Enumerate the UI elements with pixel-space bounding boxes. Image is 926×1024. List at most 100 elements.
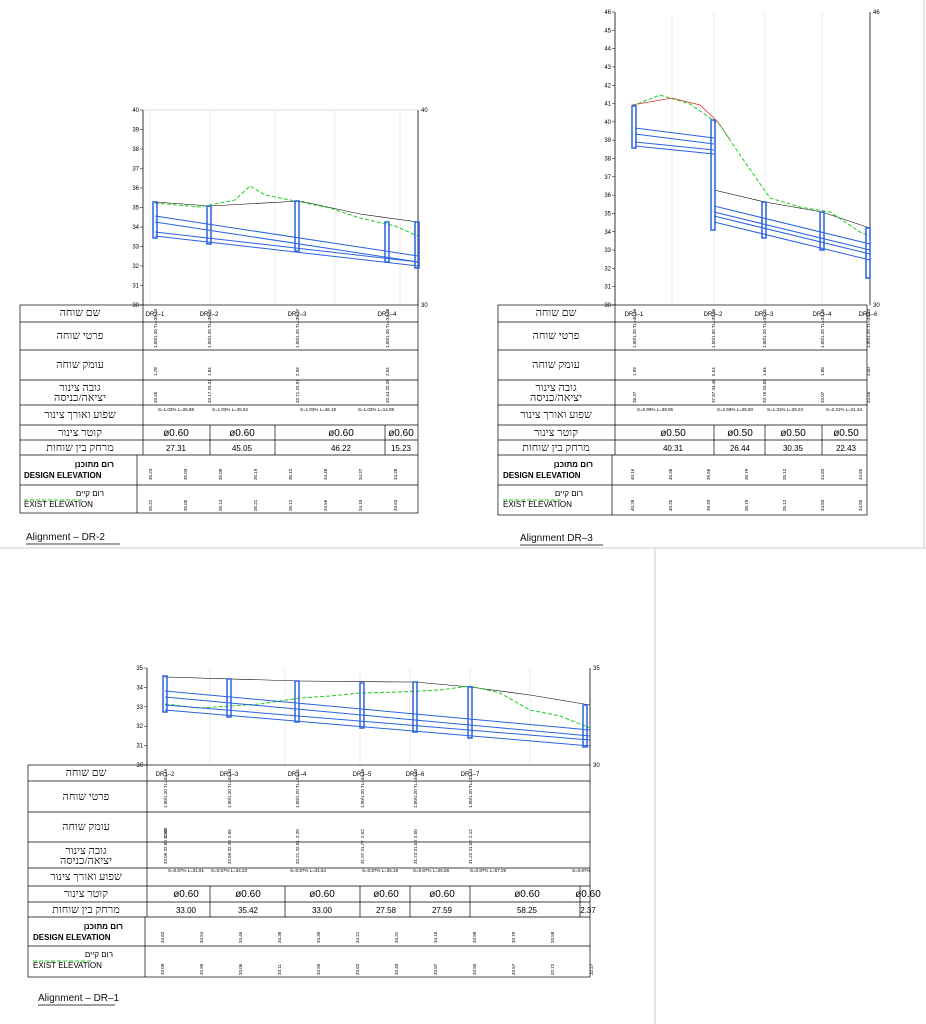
dr1-exist-ground bbox=[164, 685, 591, 729]
dr3-design-elevation: 40.38 bbox=[668, 468, 673, 480]
dr3-row-label: קוטר צינור bbox=[534, 427, 578, 439]
dr1-manhole-distance: 2.37 bbox=[580, 906, 596, 915]
dr1-pipe-slope: S=0.87% L=26.18 bbox=[362, 868, 399, 873]
dr2-manholes bbox=[152, 200, 420, 269]
dr2-design-elevation: 35.19 bbox=[253, 468, 258, 480]
dr3-row-label: פרטי שוחה bbox=[533, 330, 580, 342]
dr2-pipe-invert: 33.45 bbox=[153, 391, 158, 403]
dr2-axis-tick: 35 bbox=[132, 206, 139, 212]
dr2-manhole-name: DR2–3 bbox=[288, 312, 307, 318]
dr1-pipe-invert: 31.97 31.77 bbox=[360, 840, 365, 864]
dr3-manhole-distance: 22.43 bbox=[836, 444, 857, 453]
dr3-exist-elevation: 40.28 bbox=[630, 499, 635, 511]
dr1-manhole-detail: 1.00/1.20 TL=34.21 bbox=[295, 768, 300, 808]
dr2-manhole-name: DR2–4 bbox=[378, 312, 397, 318]
dr2-design-elevation: 35.23 bbox=[148, 468, 153, 480]
dr1-legend-exist-he: רום קיים bbox=[85, 950, 113, 959]
dr1-manhole-detail: 1.00/1.20 TL=34.49 bbox=[163, 768, 168, 808]
dr2-legend-design-en: DESIGN ELEVATION bbox=[24, 471, 102, 480]
dr2-manhole-detail: 1.00/1.20 TL=34.28 bbox=[385, 308, 390, 348]
dr2-legend-design-he: רום מתוכנן bbox=[75, 460, 114, 469]
dr2-exist-elevation: 34.56 bbox=[323, 499, 328, 511]
dr3-axis-tick: 46 bbox=[604, 10, 611, 16]
dr3-pipe-diameter: ø0.50 bbox=[727, 428, 753, 439]
dr3-design-elevation: 35.12 bbox=[782, 468, 787, 480]
dr3-pipe-slope: S=1.31% L=29.24 bbox=[767, 407, 804, 412]
dr3-axis-tick: 37 bbox=[604, 175, 611, 181]
dr3-design-elevation: 39.56 bbox=[706, 468, 711, 480]
dr3-row-label: מרחק בין שוחות bbox=[522, 442, 589, 454]
dr1-table bbox=[27, 764, 591, 978]
dr2-axis-right-label: 40 bbox=[421, 108, 428, 114]
dr3-manhole-depth: 1.64 bbox=[762, 367, 767, 376]
dr3-design-elevation: 34.83 bbox=[820, 468, 825, 480]
dr3-axis-tick: 31 bbox=[604, 285, 611, 291]
dr2-row-label: מרחק בין שוחות bbox=[46, 442, 113, 454]
dr1-pipe-slope: S=0.87% L=26.59 bbox=[413, 868, 450, 873]
dr3-axis-tick: 39 bbox=[604, 138, 611, 144]
dr3-exist-elevation: 39.49 bbox=[706, 499, 711, 511]
dr1-manhole-detail: 1.00/1.20 TL=34.03 bbox=[413, 768, 418, 808]
dr2-manhole-name: DR2–1 bbox=[146, 312, 165, 318]
dr2-manhole-detail: 1.00/1.20 TL=35.01 bbox=[207, 308, 212, 348]
dr2-axis-tick: 34 bbox=[132, 225, 139, 231]
dr3-pipe-slope: S=2.31% L=21.34 bbox=[826, 407, 863, 412]
dr3-manhole-depth: 2.50 bbox=[866, 367, 871, 376]
dr2-design-ground bbox=[154, 200, 419, 223]
dr1-pipe-invert: 32.21 32.01 bbox=[295, 840, 300, 864]
dr3-manhole-name: DR3–4 bbox=[813, 312, 832, 318]
dr2-pipe-diameter: ø0.60 bbox=[388, 428, 414, 439]
dr2-axis-right-label: 30 bbox=[421, 303, 428, 309]
dr2-manhole-depth: 1.78 bbox=[153, 367, 158, 376]
dr1-design-elevation: 33.70 bbox=[511, 931, 516, 943]
dr2-axis-tick: 32 bbox=[132, 264, 139, 270]
dr3-axis-tick: 44 bbox=[604, 47, 611, 53]
dr2-row-label: יציאה/כניסה bbox=[54, 392, 106, 404]
dr2-axis-tick: 33 bbox=[132, 245, 139, 251]
dr2-design-elevation: 35.12 bbox=[288, 468, 293, 480]
dr2-exist-elevation: 35.05 bbox=[183, 499, 188, 511]
dr3-exist-elevation: 34.83 bbox=[820, 499, 825, 511]
dr2-y-axis: 40 39 38 37 36 35 34 33 32 31 30 40 30 bbox=[132, 108, 428, 309]
profile-dr2: 40 39 38 37 36 35 34 33 32 31 30 40 30 bbox=[132, 108, 428, 309]
dr3-manhole-distance: 26.44 bbox=[730, 444, 751, 453]
dr2-exist-ground bbox=[154, 185, 419, 237]
dr3-pipe-diameter: ø0.50 bbox=[660, 428, 686, 439]
dr1-exist-elevation: 33.06 bbox=[238, 963, 243, 975]
dr2-exist-elevation: 34.10 bbox=[358, 499, 363, 511]
dr1-pipe-slope: S=0.87% L=31.81 bbox=[168, 868, 205, 873]
dr3-axis-tick: 41 bbox=[604, 102, 611, 108]
dr3-design-elevation: 40.16 bbox=[630, 468, 635, 480]
dr2-row-label: עומק שוחה bbox=[56, 359, 104, 371]
dr1-axis-tick: 33 bbox=[136, 705, 143, 711]
dr1-manhole-depth: 2.12 bbox=[468, 829, 473, 838]
dr3-pipe-invert: 38.37 bbox=[632, 391, 637, 403]
dr3-axis-tick: 32 bbox=[604, 266, 611, 272]
dr2-grid bbox=[149, 110, 401, 305]
dr2-manhole-distance: 45.05 bbox=[232, 444, 253, 453]
dr2-design-elevation: 34.48 bbox=[323, 468, 328, 480]
dr2-axis-tick: 37 bbox=[132, 167, 139, 173]
profile-dr3: 46 45 44 43 42 41 40 39 38 37 36 35 34 33 32 31 30 46 30 bbox=[604, 10, 880, 309]
dr1-row-label: קוטר צינור bbox=[64, 888, 108, 900]
dr3-exist-elevation: 36.79 bbox=[744, 499, 749, 511]
dr3-manhole-name: DR1–6 bbox=[859, 312, 878, 318]
dr3-axis-tick: 38 bbox=[604, 157, 611, 163]
dr1-row-label: גובה צינור bbox=[65, 845, 107, 857]
dr2-pipe-invert: 32.44 32.28 bbox=[385, 379, 390, 403]
dr1-pipe-invert: 33.09 32.80 32.60 bbox=[163, 827, 168, 864]
dr1-exist-elevation: 33.09 bbox=[160, 963, 165, 975]
dr1-manhole-name: DR1–2 bbox=[156, 772, 175, 778]
dr3-manhole-detail: 1.00/1.20 TL=40.16 bbox=[632, 308, 637, 348]
dr2-manhole-distance: 15.23 bbox=[391, 444, 412, 453]
dr1-design-elevation: 34.62 bbox=[160, 931, 165, 943]
dr1-y-axis: 35 34 33 32 31 30 35 30 bbox=[136, 666, 600, 769]
dr1-exist-elevation: 32.96 bbox=[199, 963, 204, 975]
dr2-legend-exist-he: רום קיים bbox=[76, 489, 104, 498]
dr3-y-axis: 46 45 44 43 42 41 40 39 38 37 36 35 34 33 32 31 30 46 30 bbox=[604, 10, 880, 309]
dr1-axis-tick: 34 bbox=[136, 685, 143, 691]
dr1-pipe-invert: 31.22 31.02 bbox=[468, 840, 473, 864]
dr3-legend-design-he: רום מתוכנן bbox=[554, 460, 593, 469]
dr1-design-elevation: 34.30 bbox=[316, 931, 321, 943]
dr2-manhole-name: DR2–2 bbox=[200, 312, 219, 318]
